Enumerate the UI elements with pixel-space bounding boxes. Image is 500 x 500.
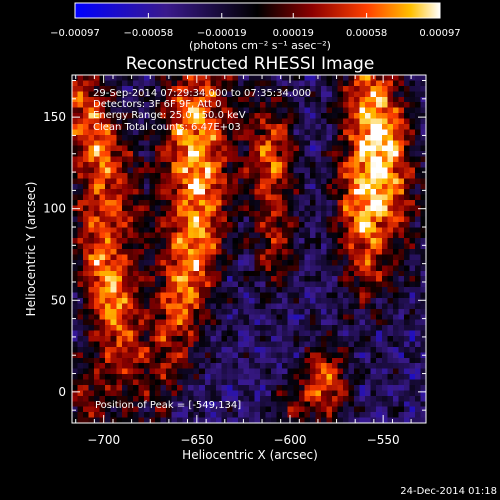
y-axis-label: Heliocentric Y (arcsec) <box>24 182 38 317</box>
colorbar-gradient <box>74 2 441 19</box>
annotation-block: 29-Sep-2014 07:29:34.000 to 07:35:34.000… <box>93 88 311 133</box>
heatmap-image <box>72 75 426 423</box>
heatmap-pixels <box>72 75 426 423</box>
colorbar: −0.00097 −0.00058 −0.00019 0.00019 0.00058 0.… <box>50 2 461 52</box>
x-tick-label: −600 <box>274 433 307 447</box>
colorbar-tick-label: 0.00019 <box>273 28 314 39</box>
colorbar-tick-label: −0.00058 <box>124 28 174 39</box>
annotation-counts: Clean Total counts: 6.47E+03 <box>93 122 241 133</box>
y-tick-label: 50 <box>51 293 66 307</box>
annotation-detectors: Detectors: 3F 6F 9F, Att 0 <box>93 99 221 110</box>
x-tick-label: −700 <box>87 433 120 447</box>
render-timestamp: 24-Dec-2014 01:18 <box>400 486 497 497</box>
chart-title: Reconstructed RHESSI Image <box>126 54 375 74</box>
colorbar-tick-label: −0.00097 <box>50 28 100 39</box>
y-tick-label: 100 <box>43 202 66 216</box>
x-tick-label: −550 <box>367 433 400 447</box>
y-tick-label: 0 <box>58 385 66 399</box>
annotation-energy: Energy Range: 25.0 - 50.0 keV <box>93 110 246 121</box>
colorbar-tick-label: −0.00019 <box>197 28 247 39</box>
peak-position-label: Position of Peak = [-549,134] <box>95 400 241 411</box>
colorbar-tick-label: 0.00097 <box>419 28 460 39</box>
annotation-time: 29-Sep-2014 07:29:34.000 to 07:35:34.000 <box>93 88 311 99</box>
x-axis-label: Heliocentric X (arcsec) <box>182 448 318 462</box>
colorbar-tick-label: 0.00058 <box>346 28 387 39</box>
colorbar-units: (photons cm⁻² s⁻¹ asec⁻²) <box>189 39 331 52</box>
y-tick-label: 150 <box>43 110 66 124</box>
plot-frame <box>71 74 427 424</box>
plot-area: −700 −650 −600 −550 0 50 100 150 <box>43 74 427 447</box>
x-tick-label: −650 <box>180 433 213 447</box>
